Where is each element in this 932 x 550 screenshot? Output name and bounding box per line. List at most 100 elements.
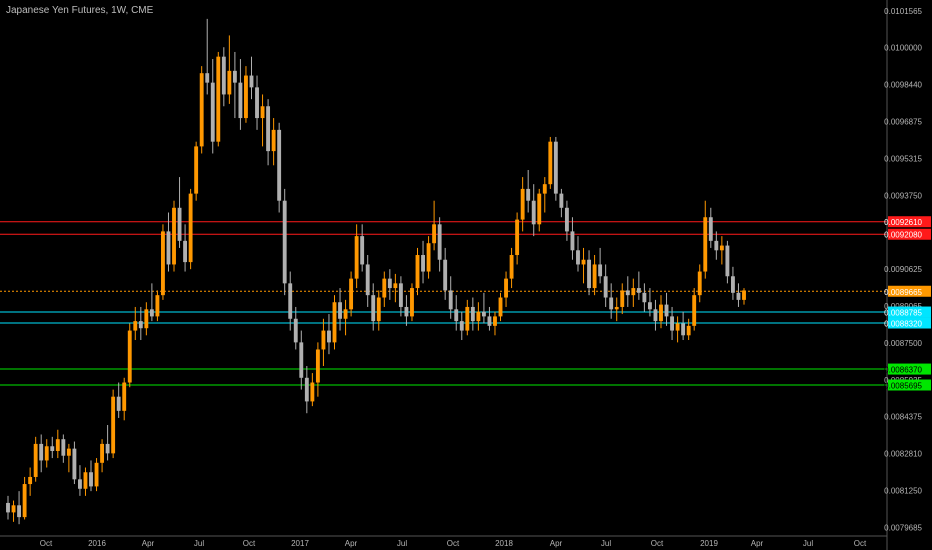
candle-body	[448, 290, 453, 310]
time-tick-label: 2016	[88, 539, 106, 548]
candle-body	[603, 276, 608, 298]
candle-body	[172, 207, 176, 265]
candle-body	[50, 446, 55, 451]
candle-body	[542, 184, 547, 194]
candle-body	[432, 224, 437, 244]
candle-body	[697, 271, 702, 296]
candle-body	[288, 283, 293, 319]
candle-body	[703, 217, 708, 272]
candle-body	[177, 207, 182, 241]
candle-body	[736, 292, 741, 300]
candle-body	[564, 207, 569, 232]
candle-body	[338, 302, 342, 319]
candle-body	[266, 106, 271, 152]
candle-body	[620, 290, 625, 307]
candle-body	[227, 70, 232, 95]
level-badge-label: 0.0088785	[884, 309, 922, 318]
candle-body	[55, 439, 60, 451]
candle-body	[232, 70, 237, 83]
candle-body	[476, 311, 481, 322]
candle-body	[498, 297, 503, 317]
candle-body	[537, 193, 542, 225]
candle-body	[647, 302, 652, 310]
candle-body	[22, 484, 27, 518]
candle-body	[398, 283, 403, 307]
candle-body	[730, 276, 735, 293]
candle-body	[692, 295, 697, 326]
candle-body	[210, 82, 215, 142]
price-axis[interactable]: 0.0101565 0.0100000 0.0098440 0.0096875 0.00…	[884, 7, 931, 533]
candle-body	[161, 231, 165, 296]
candle-body	[481, 311, 486, 317]
price-tick-label: 0.0101565	[884, 7, 922, 16]
candle-body	[393, 283, 398, 289]
candle-body	[553, 141, 558, 194]
price-tick-label: 0.0081250	[884, 486, 922, 495]
candle-body	[487, 316, 492, 326]
candle-body	[127, 330, 132, 383]
candle-body	[653, 309, 658, 322]
level-badge	[888, 216, 931, 228]
candle-body	[504, 278, 508, 298]
candle-body	[122, 382, 127, 411]
price-tick-label: 0.0084375	[884, 413, 922, 422]
candle-body	[664, 304, 669, 317]
candle-body	[83, 472, 88, 489]
candle-body	[493, 316, 497, 326]
candle-body	[719, 245, 724, 251]
level-badge-label: 0.0086370	[884, 366, 922, 375]
candle-body	[149, 309, 154, 317]
candle-body	[111, 396, 116, 454]
candle-body	[44, 446, 49, 461]
price-tick-label: 0.0082810	[884, 450, 922, 459]
price-tick-label: 0.0093750	[884, 191, 922, 200]
candle-body	[199, 73, 204, 147]
candle-body	[670, 316, 674, 331]
candle-body	[631, 288, 636, 296]
candle-body	[194, 146, 199, 194]
candle-body	[625, 290, 630, 296]
candle-body	[526, 188, 531, 201]
candle-body	[404, 306, 409, 317]
candle-body	[249, 75, 254, 88]
candle-body	[238, 82, 243, 119]
level-badge-label: 0.0089665	[884, 288, 922, 297]
candle-body	[725, 245, 730, 277]
candle-body	[299, 342, 304, 378]
candle-body	[332, 302, 337, 343]
price-tick-label: 0.0087500	[884, 339, 922, 348]
time-tick-label: Oct	[40, 539, 53, 548]
candle-body	[587, 259, 591, 289]
candle-body	[681, 323, 686, 336]
candle-body	[255, 87, 259, 119]
time-tick-label: Oct	[243, 539, 256, 548]
candle-body	[415, 255, 420, 289]
candle-body	[515, 219, 520, 256]
candle-body	[33, 443, 38, 477]
candle-body	[277, 129, 282, 201]
level-badge-label: 0.0092080	[884, 231, 922, 240]
candle-body	[321, 330, 326, 350]
candle-body	[89, 472, 93, 487]
candle-body	[216, 56, 221, 142]
candle-body	[609, 297, 614, 310]
candle-body	[11, 505, 16, 513]
time-tick-label: Oct	[854, 539, 867, 548]
candle-body	[6, 502, 10, 513]
candle-body	[244, 75, 248, 119]
candle-body	[144, 309, 149, 329]
candle-body	[598, 264, 603, 277]
time-tick-label: Jul	[397, 539, 407, 548]
candles	[6, 18, 746, 525]
time-axis[interactable]: Oct 2016 Apr Jul Oct 2017 Apr Jul Oct 2018 Apr Jul O…	[40, 539, 867, 548]
candle-body	[465, 306, 470, 331]
candle-body	[714, 240, 719, 251]
price-tick-label: 0.0089065	[884, 302, 922, 311]
candle-body	[66, 448, 71, 456]
level-badge	[888, 379, 931, 391]
candle-body	[315, 349, 320, 383]
time-tick-label: 2017	[291, 539, 309, 548]
candle-body	[581, 259, 586, 265]
candle-body	[459, 321, 464, 331]
